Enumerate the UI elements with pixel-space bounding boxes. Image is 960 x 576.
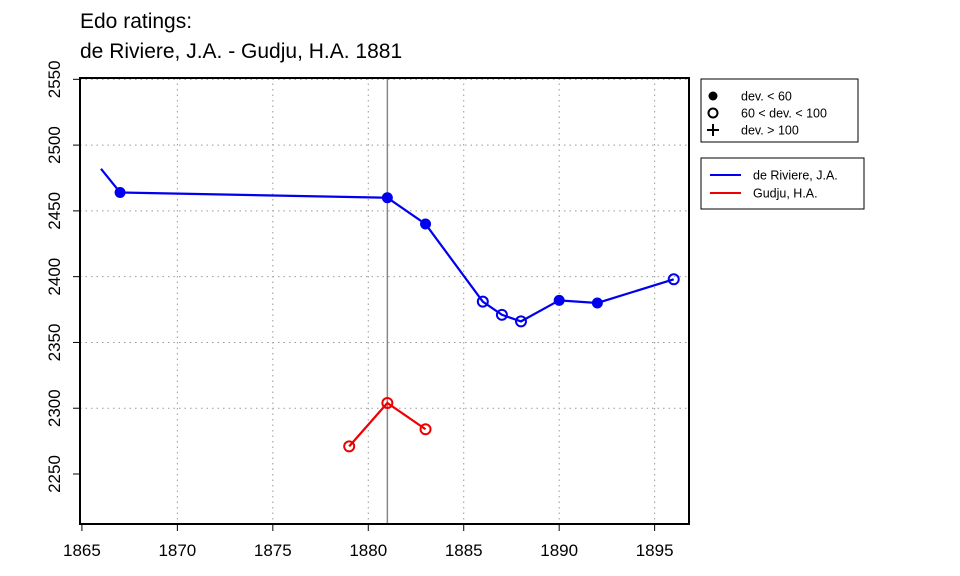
y-tick-label: 2400 (45, 258, 64, 296)
marker-legend-label: dev. > 100 (741, 124, 799, 138)
data-point-filled (381, 192, 393, 204)
x-tick-label: 1890 (540, 541, 578, 560)
plot-frame (79, 77, 690, 525)
marker-legend-label: 60 < dev. < 100 (741, 107, 827, 121)
axes: 1865 1870 1875 1880 1885 1890 1895 2250 2300 2350… (45, 60, 674, 560)
series-legend-label: Gudju, H.A. (753, 187, 818, 201)
series-legend: de Riviere, J.A. Gudju, H.A. (700, 157, 865, 210)
x-tick-label: 1865 (63, 541, 101, 560)
chart-title: Edo ratings: (80, 10, 193, 33)
y-tick-label: 2500 (45, 126, 64, 164)
y-tick-label: 2300 (45, 389, 64, 427)
y-tick-label: 2250 (45, 455, 64, 493)
series-line-0 (100, 168, 675, 323)
y-tick-label: 2350 (45, 324, 64, 362)
legend-open-circle-icon (707, 107, 719, 119)
x-tick-label: 1880 (349, 541, 387, 560)
data-point-filled (420, 218, 432, 230)
series-layer (100, 168, 680, 453)
data-point-open (419, 423, 432, 436)
data-point-filled (591, 297, 603, 309)
data-point-open (476, 295, 489, 308)
legend-plus-icon (707, 124, 719, 136)
data-point-open (381, 396, 394, 409)
series-legend-box (700, 157, 865, 210)
data-point-open (515, 315, 527, 328)
chart-subtitle: de Riviere, J.A. - Gudju, H.A. 1881 (80, 40, 403, 63)
marker-legend-box (700, 78, 859, 143)
x-tick-label: 1895 (636, 541, 674, 560)
x-tick-label: 1870 (158, 541, 196, 560)
legend-filled-circle-icon (708, 91, 718, 101)
marker-legend-label: dev. < 60 (741, 90, 792, 104)
x-tick-label: 1885 (445, 541, 483, 560)
y-tick-label: 2450 (45, 192, 64, 230)
data-point-filled (553, 294, 565, 306)
data-point-open (667, 273, 680, 286)
series-line-1 (348, 401, 427, 448)
y-tick-label: 2550 (45, 60, 64, 98)
series-legend-label: de Riviere, J.A. (753, 169, 838, 183)
data-point-open (343, 440, 356, 453)
grid (80, 78, 689, 524)
data-point-filled (114, 186, 126, 198)
marker-legend: dev. < 60 60 < dev. < 100 dev. > 100 (700, 78, 859, 143)
x-tick-label: 1875 (254, 541, 292, 560)
data-point-open (495, 308, 508, 321)
